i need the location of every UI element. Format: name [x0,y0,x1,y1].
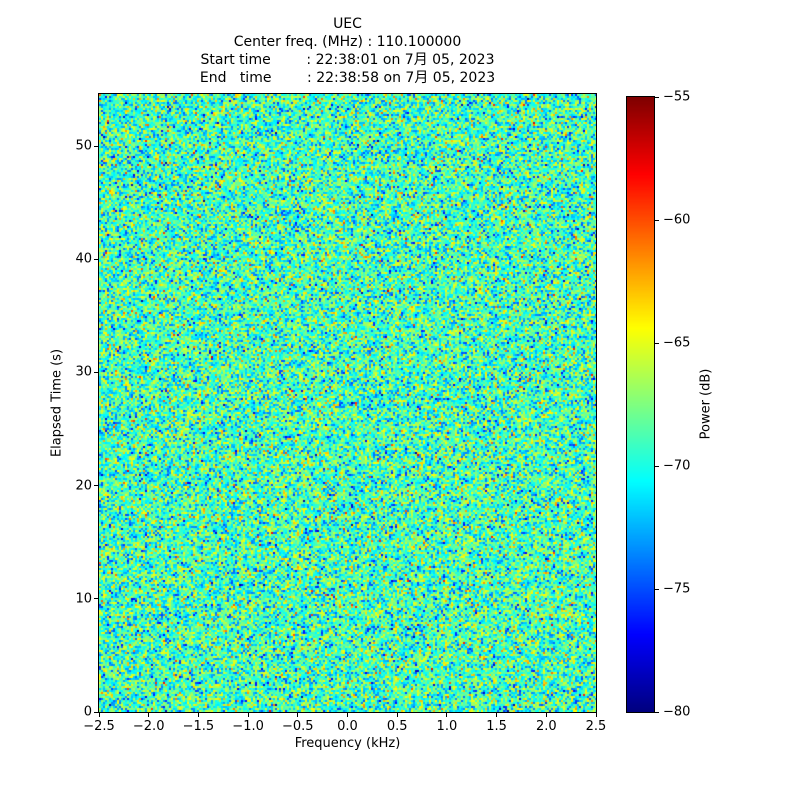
x-tick-label: −2.5 [83,719,115,734]
x-tick-label: 0.0 [337,719,358,734]
x-tick [247,713,249,717]
y-tick [94,145,98,147]
x-tick [496,713,498,717]
x-tick-label: −1.0 [232,719,264,734]
annotation-center-freq: Center freq. (MHz) : 110.100000 [233,34,462,50]
colorbar-tick-label: −75 [663,581,691,597]
x-axis-label: Frequency (kHz) [294,736,401,751]
y-tick [94,258,98,260]
heatmap-canvas [99,94,596,712]
x-tick-label: −1.5 [182,719,215,734]
colorbar [626,96,655,713]
x-tick-label: −0.5 [282,719,314,734]
x-tick [545,713,547,717]
y-tick-label: 40 [75,251,92,267]
annotation-end-time: End time : 22:38:58 on 7月 05, 2023 [199,70,496,86]
y-tick-label: 50 [75,138,92,154]
colorbar-tick [655,342,659,344]
colorbar-label: Power (dB) [698,368,714,440]
x-tick [297,713,299,717]
colorbar-tick-label: −55 [663,89,691,105]
colorbar-tick-label: −65 [663,335,691,351]
colorbar-tick-label: −70 [663,458,691,474]
y-axis-label: Elapsed Time (s) [49,348,65,458]
chart-title-block: UEC Center freq. (MHz) : 110.100000 Star… [99,15,596,87]
x-tick-label: 0.5 [386,719,408,734]
x-tick-label: 2.0 [535,719,557,734]
colorbar-tick [655,465,659,467]
chart-title: UEC [333,16,362,32]
y-tick [94,485,98,487]
colorbar-tick [655,96,659,98]
y-tick [94,711,98,713]
x-tick [197,713,199,717]
colorbar-tick [655,219,659,221]
colorbar-tick [655,711,659,713]
colorbar-tick-label: −80 [663,704,691,720]
y-tick-label: 0 [83,704,92,720]
colorbar-tick-label: −60 [663,212,691,228]
x-tick-label: 1.5 [486,719,507,734]
x-tick [98,713,100,717]
x-tick [595,713,597,717]
y-tick-label: 20 [75,478,92,494]
y-tick [94,598,98,600]
x-tick-label: 2.5 [585,719,607,734]
x-tick [396,713,398,717]
x-tick-label: −2.0 [132,719,165,734]
y-tick-label: 10 [75,591,92,607]
x-tick-label: 1.0 [436,719,458,734]
y-tick-label: 30 [75,364,92,380]
colorbar-tick [655,588,659,590]
annotation-start-time: Start time : 22:38:01 on 7月 05, 2023 [200,52,495,68]
x-tick [148,713,150,717]
y-tick [94,371,98,373]
x-tick [347,713,348,717]
x-tick [446,713,448,717]
heatmap-plot-area [98,93,597,713]
colorbar-gradient-canvas [627,97,654,712]
